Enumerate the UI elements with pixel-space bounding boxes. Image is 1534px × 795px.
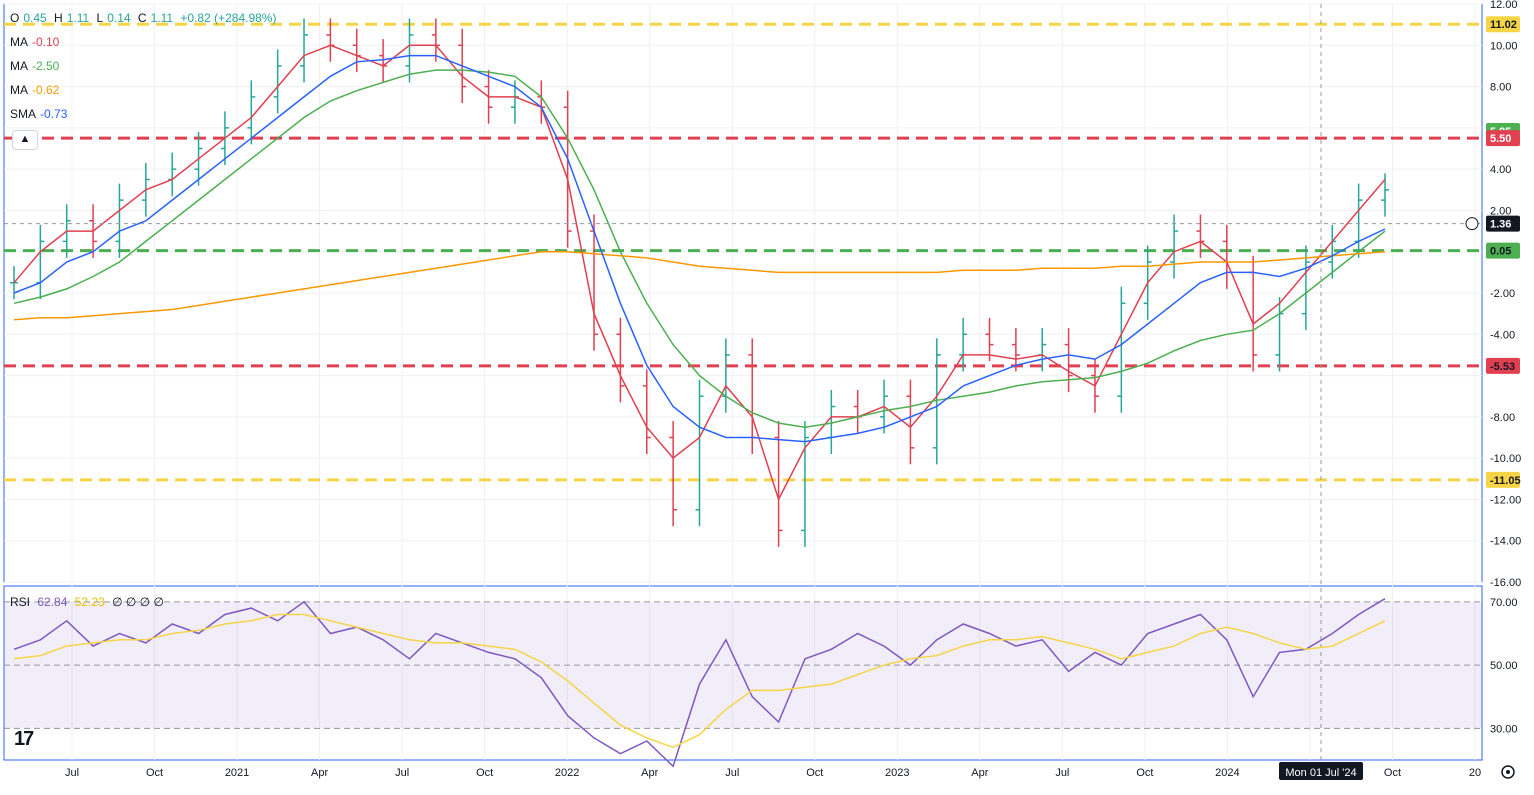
low-value: 0.14 [107, 11, 131, 25]
rsi-pane-frame [3, 585, 1483, 761]
rsi-level-label: 50.00 [1490, 660, 1518, 672]
rsi-extra-values: ∅ ∅ ∅ ∅ [112, 595, 164, 609]
rsi-value: 62.84 [37, 595, 68, 609]
indicator-name: MA [10, 83, 28, 97]
settings-icon-center [1506, 770, 1510, 774]
indicator-name: SMA [10, 107, 37, 121]
rsi-line [13, 598, 1386, 768]
y-tick-label: -12.00 [1490, 494, 1521, 506]
x-tick-label: 20 [1469, 767, 1481, 779]
x-tick-label: Jul [395, 767, 409, 779]
rsi-legend[interactable]: RSI 62.84 52.23 ∅ ∅ ∅ ∅ [10, 595, 168, 609]
moving-average-line [13, 250, 1386, 321]
collapse-legend-button[interactable]: ▲ [12, 130, 38, 150]
rsi-ma-value: 52.23 [74, 595, 105, 609]
high-label: H [54, 11, 63, 25]
y-tick-label: 12.00 [1490, 0, 1518, 11]
indicator-value: -2.50 [32, 59, 60, 73]
rsi-level-label: 30.00 [1490, 723, 1518, 735]
indicator-legend-sma[interactable]: SMA -0.73 [10, 107, 71, 121]
chevron-up-icon: ▲ [19, 133, 31, 145]
crosshair-price-badge [1486, 215, 1520, 232]
close-label: C [137, 11, 147, 25]
x-tick-label: Apr [971, 767, 988, 779]
crosshair-price-label: 1.36 [1490, 219, 1511, 231]
crosshair-date-badge [1279, 762, 1363, 780]
y-tick-label: -2.00 [1490, 288, 1515, 300]
ohlc-legend: O 0.45 H 1.11 L 0.14 C 1.11 +0.82 (+284.98%) [10, 11, 280, 25]
tradingview-logo-icon[interactable]: 17 [14, 728, 34, 750]
y-tick-label: -16.00 [1490, 577, 1521, 589]
price-axis-badge-label: 0.05 [1490, 246, 1511, 258]
x-tick-label: Oct [1384, 767, 1401, 779]
indicator-name: MA [10, 59, 28, 73]
crosshair-date-label: Mon 01 Jul '24 [1285, 767, 1356, 779]
x-tick-label: Jul [1055, 767, 1069, 779]
y-tick-label: -10.00 [1490, 453, 1521, 465]
x-tick-label: Oct [1136, 767, 1153, 779]
price-axis-badge [1486, 130, 1520, 147]
x-tick-label: Apr [641, 767, 658, 779]
indicator-legend-ma1[interactable]: MA -0.10 [10, 35, 63, 49]
rsi-level-label: 70.00 [1490, 597, 1518, 609]
rsi-ma-line [13, 613, 1386, 749]
x-tick-label: Apr [311, 767, 328, 779]
indicator-legend-ma2[interactable]: MA -2.50 [10, 59, 63, 73]
x-tick-label: 2024 [1215, 767, 1239, 779]
rsi-name: RSI [10, 595, 31, 609]
y-tick-label: 2.00 [1490, 205, 1511, 217]
price-axis-badge [1486, 16, 1520, 33]
indicator-legend-ma3[interactable]: MA -0.62 [10, 83, 63, 97]
x-tick-label: Jul [725, 767, 739, 779]
y-tick-label: -8.00 [1490, 412, 1515, 424]
y-tick-label: 8.00 [1490, 82, 1511, 94]
y-tick-label: -14.00 [1490, 536, 1521, 548]
y-tick-label: 10.00 [1490, 40, 1518, 52]
x-tick-label: Oct [146, 767, 163, 779]
indicator-value: -0.73 [40, 107, 68, 121]
x-tick-label: 2022 [555, 767, 579, 779]
open-value: 0.45 [23, 11, 47, 25]
x-tick-label: 2023 [885, 767, 909, 779]
y-tick-label: 4.00 [1490, 164, 1511, 176]
open-label: O [10, 11, 20, 25]
x-tick-label: Jul [65, 767, 79, 779]
close-value: 1.11 [150, 11, 174, 25]
price-axis-badge [1486, 471, 1520, 488]
low-label: L [96, 11, 104, 25]
x-tick-label: Oct [476, 767, 493, 779]
indicator-value: -0.62 [32, 83, 60, 97]
x-tick-label: Oct [806, 767, 823, 779]
high-value: 1.11 [66, 11, 90, 25]
y-tick-label: -4.00 [1490, 329, 1515, 341]
price-axis-badge [1486, 242, 1520, 259]
price-axis-badge-label: 5.50 [1490, 133, 1511, 145]
settings-icon[interactable] [1501, 765, 1515, 779]
price-axis-badge [1486, 357, 1520, 374]
indicator-value: -0.10 [32, 35, 60, 49]
moving-average-line [13, 44, 1386, 502]
moving-average-line [13, 69, 1386, 428]
change-value: +0.82 (+284.98%) [180, 11, 277, 25]
x-tick-label: 2021 [225, 767, 249, 779]
moving-average-line [13, 54, 1386, 443]
add-alert-icon[interactable] [1465, 217, 1479, 231]
price-axis-badge-label: 11.02 [1490, 19, 1517, 31]
price-axis-badge-label: -11.05 [1490, 475, 1521, 487]
price-axis-badge-label: -5.53 [1490, 361, 1515, 373]
indicator-name: MA [10, 35, 28, 49]
